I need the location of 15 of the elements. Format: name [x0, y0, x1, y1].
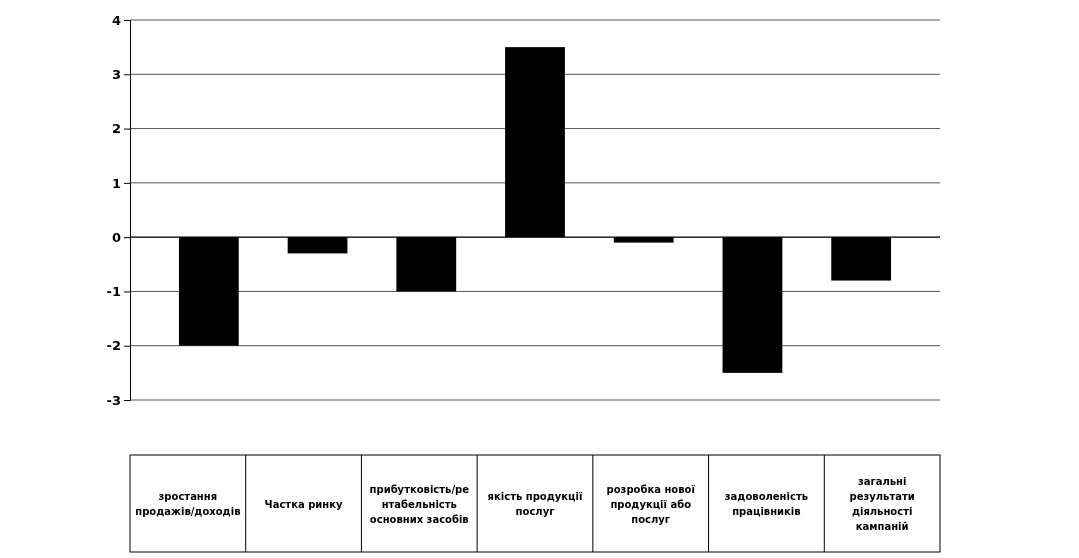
y-tick-label: -3 — [106, 392, 121, 408]
x-tick-label: розробка нової продукції або послуг — [606, 483, 696, 525]
x-tick-label: якість продукції послуг — [487, 491, 583, 517]
y-tick-label: -2 — [106, 338, 121, 354]
y-tick-label: 3 — [111, 66, 121, 82]
y-tick-label: 0 — [111, 229, 121, 245]
x-tick-label: Частка ринку — [264, 498, 344, 510]
x-tick-label: задоволеність працівників — [724, 491, 809, 517]
x-tick-label: прибутковість/рентабельність основних засобів — [369, 483, 470, 525]
x-tick-label: зростання продажів/доходів — [135, 491, 241, 517]
y-tick-label: 1 — [111, 175, 121, 191]
y-tick-label: -1 — [106, 284, 121, 300]
y-tick-label: 4 — [111, 12, 121, 28]
y-tick-label: 2 — [111, 121, 121, 137]
x-tick-label: загальні результати діяльності кампаній — [849, 476, 915, 532]
